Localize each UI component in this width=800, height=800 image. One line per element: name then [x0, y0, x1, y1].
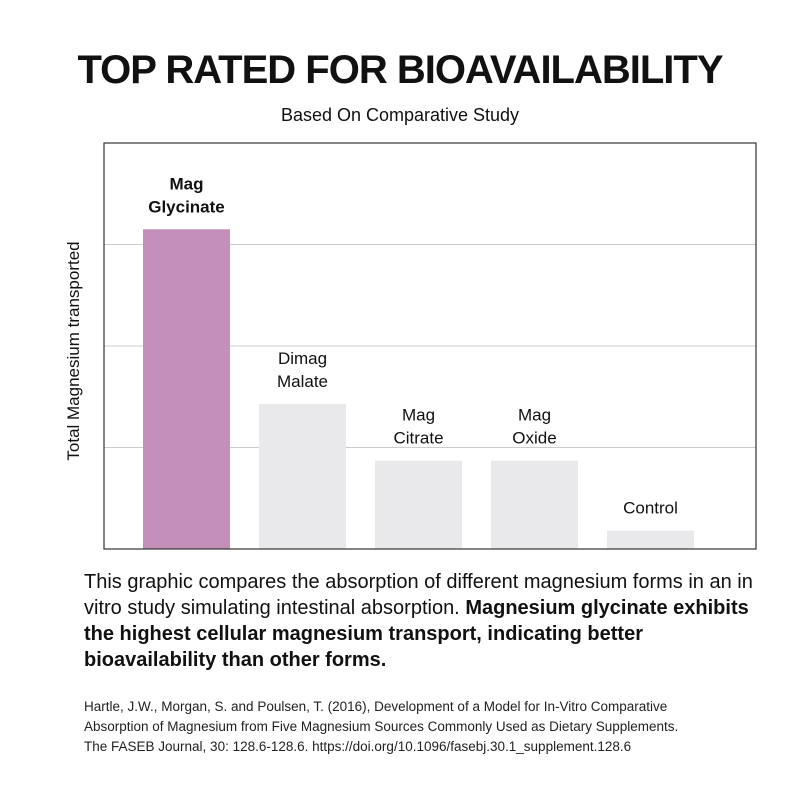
description-bold-text: Magnesium glycinate exhibits the highest… — [84, 597, 749, 671]
category-label-0: Mag Glycinate — [148, 174, 225, 216]
description-text: This graphic compares the absorption of … — [84, 571, 753, 619]
chart-title: TOP RATED FOR BIOAVAILABILITY — [77, 48, 723, 92]
category-label-3: Mag Oxide — [512, 406, 556, 448]
citation-line: The FASEB Journal, 30: 128.6-128.6. http… — [84, 739, 632, 754]
chart-subtitle: Based On Comparative Study — [280, 105, 520, 125]
bar-1 — [259, 403, 346, 549]
bar-3 — [491, 460, 578, 549]
citation: Hartle, J.W., Morgan, S. and Poulsen, T.… — [84, 697, 774, 757]
category-label-4: Control — [623, 499, 678, 518]
bar-2 — [375, 460, 462, 549]
y-axis-label: Total Magnesium transported — [64, 241, 83, 460]
bar-0 — [143, 229, 230, 549]
category-label-1: Dimag Malate — [277, 349, 328, 391]
bar-4 — [607, 530, 694, 549]
description: This graphic compares the absorption of … — [84, 569, 764, 673]
bar-chart: Mag Glycinate Dimag Malate Mag Citrate Mag Oxid… — [64, 142, 757, 550]
citation-line: Hartle, J.W., Morgan, S. and Poulsen, T.… — [84, 699, 668, 714]
citation-line: Absorption of Magnesium from Five Magnes… — [84, 719, 679, 734]
category-label-2: Mag Citrate — [393, 406, 443, 448]
plot-frame — [103, 142, 757, 550]
